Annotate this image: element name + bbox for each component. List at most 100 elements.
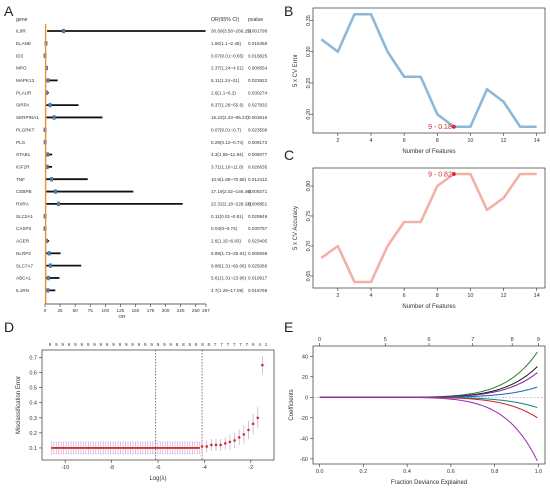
cv-accuracy-x-tick-label: 10 <box>467 293 473 299</box>
lasso-top-axis-label: 1 <box>265 342 268 347</box>
forest-pvalue: 0.018825 <box>248 53 268 58</box>
coefficient-path-chart: 0 5 6 7 8 9 0.0 0.2 0.4 0.6 0.8 1.0 -60 -40 -20 0 20 40 Fr… <box>289 337 546 486</box>
coef-x-tick-label: 1.0 <box>535 469 543 475</box>
cv-error-series-line <box>320 12 537 129</box>
coef-path-line <box>319 396 538 462</box>
cv-error-chart: 2 4 6 8 10 12 14 0.20 0.25 0.30 0.35 Number of Feat… <box>293 7 546 155</box>
cv-error-y-tick-label: 0.20 <box>306 109 312 120</box>
cv-accuracy-y-tick-label: 0.70 <box>306 241 312 252</box>
lasso-top-axis-label: 8 <box>188 342 191 347</box>
lasso-top-axis-label: 7 <box>233 342 236 347</box>
lasso-top-axis-label: 8 <box>176 342 179 347</box>
lasso-x-axis-label: Log(λ) <box>149 476 166 482</box>
cv-accuracy-annotation: 9 - 0.82 <box>428 171 452 178</box>
forest-or-label: 3.71(1.16~11.8) <box>211 164 244 169</box>
forest-gene-label: RXRA <box>16 202 30 207</box>
lasso-point <box>214 443 218 447</box>
lasso-point <box>210 443 213 447</box>
forest-gene-label: ELANE <box>16 41 31 46</box>
coef-x-tick-label: 0.8 <box>491 469 499 475</box>
lasso-point <box>219 443 222 447</box>
lasso-top-axis-label: 9 <box>144 342 147 347</box>
forest-gene-label: AGER <box>16 239 30 244</box>
forest-point <box>50 177 54 182</box>
lasso-top-axis-label: 8 <box>195 342 198 347</box>
cv-error-annotation: 9 - 0.18 <box>428 124 452 131</box>
forest-point <box>44 65 48 71</box>
cv-error-y-tick-label: 0.30 <box>306 46 312 57</box>
coef-y-tick-label: -60 <box>300 457 308 463</box>
coef-x-tick-label: 0.4 <box>403 469 411 475</box>
coef-top-axis-label: 9 <box>537 337 540 343</box>
cv-error-x-tick-label: 10 <box>467 138 473 144</box>
forest-point <box>62 28 66 34</box>
coef-x-tick-label: 0.0 <box>316 469 324 475</box>
forest-or-label: 8.37(1.26~55.6) <box>211 103 244 108</box>
forest-or-label: 4.7(1.29~17.09) <box>211 288 244 293</box>
forest-or-label: 0.07(0.01~0.65) <box>211 53 244 58</box>
cv-error-x-tick-label: 6 <box>403 138 406 144</box>
cv-accuracy-y-tick-label: 0.80 <box>306 181 312 192</box>
coef-x-tick-label: 0.6 <box>447 469 455 475</box>
lasso-top-axis-label: 9 <box>163 342 166 347</box>
forest-or-label: 0.29(0.12~0.74) <box>211 140 244 145</box>
cv-accuracy-chart: 2 4 6 8 10 12 14 0.65 0.70 0.75 0.80 Number of Feat… <box>293 167 546 310</box>
forest-plot: gene OR(95% CI) pvalue IL8R 30.89(3.58~26… <box>16 17 268 319</box>
coef-x-tick-label: 0.2 <box>360 469 368 475</box>
forest-x-tick-label: 225 <box>177 308 185 313</box>
lasso-top-axis-label: 7 <box>227 342 230 347</box>
forest-or-label: 0.07(0.01~0.7) <box>211 127 241 132</box>
forest-point <box>52 115 56 120</box>
forest-or-label: 0.04(0~0.74) <box>211 226 238 231</box>
lasso-y-tick-label: 0.5 <box>29 386 37 392</box>
forest-point <box>48 263 52 268</box>
cv-error-y-axis-label: 5 x CV Error <box>293 54 299 87</box>
forest-x-tick-label: 250 <box>192 308 200 313</box>
lasso-top-axis-label: 9 <box>100 342 103 347</box>
lasso-top-axis-label: 9 <box>61 342 64 347</box>
forest-x-tick-label: 200 <box>162 308 170 313</box>
forest-pvalue: 0.008851 <box>248 202 268 207</box>
lasso-point <box>247 428 250 432</box>
forest-pvalue: 0.015456 <box>248 41 268 46</box>
forest-point <box>48 102 52 108</box>
forest-x-axis-label: OR <box>119 314 127 319</box>
cv-error-y-tick-label: 0.25 <box>306 78 312 89</box>
lasso-point <box>228 440 232 444</box>
forest-gene-label: SLC2A1 <box>16 214 34 219</box>
forest-or-label: 5.61(1.31~23.96) <box>211 276 247 281</box>
coef-top-axis-label: 5 <box>384 337 387 343</box>
cv-accuracy-series-line <box>320 172 537 284</box>
cv-error-x-tick-label: 12 <box>501 138 507 144</box>
forest-point <box>45 238 49 244</box>
forest-x-tick-label: 75 <box>88 308 94 313</box>
lasso-point <box>233 439 236 442</box>
lasso-point <box>223 442 227 445</box>
lasso-top-axis-label: 9 <box>68 342 71 347</box>
lasso-top-axis-label: 9 <box>80 342 83 347</box>
forest-gene-label: IGF2R <box>16 164 30 169</box>
lasso-x-tick-label: -8 <box>109 465 114 471</box>
lasso-top-axis-label: 4 <box>258 342 261 347</box>
forest-gene-label: SLC7A7 <box>16 263 34 268</box>
cv-accuracy-x-tick-label: 8 <box>436 293 439 299</box>
cv-accuracy-y-axis-label: 5 x CV Accuracy <box>293 206 299 250</box>
lasso-y-tick-label: 0.4 <box>29 401 37 407</box>
lasso-cv-chart: 9 9 9 9 9 9 9 9 9 9 9 9 9 9 9 9 9 9 9 9 8 8 8 8 8 8 7 7 7 7 7 7 6 4 1-10 -8… <box>16 342 275 482</box>
forest-point <box>45 90 49 95</box>
forest-pvalue: 0.009173 <box>248 140 268 145</box>
forest-or-label: 10.9(1.68~70.88) <box>211 177 247 182</box>
forest-x-tick-label: 25 <box>58 308 64 313</box>
coef-path-line <box>319 351 538 398</box>
cv-accuracy-highlight-point <box>451 172 456 176</box>
cv-error-y-tick-label: 0.35 <box>306 15 312 26</box>
lasso-top-axis-label: 9 <box>157 342 160 347</box>
panel-letter-c: C <box>284 147 294 163</box>
coef-y-tick-label: -40 <box>300 436 308 442</box>
cv-error-plot-frame <box>312 7 546 134</box>
cv-accuracy-x-tick-label: 12 <box>501 293 507 299</box>
cv-accuracy-plot-frame <box>312 167 546 289</box>
lasso-y-tick-label: 0.3 <box>29 416 37 422</box>
lasso-point <box>237 436 241 439</box>
